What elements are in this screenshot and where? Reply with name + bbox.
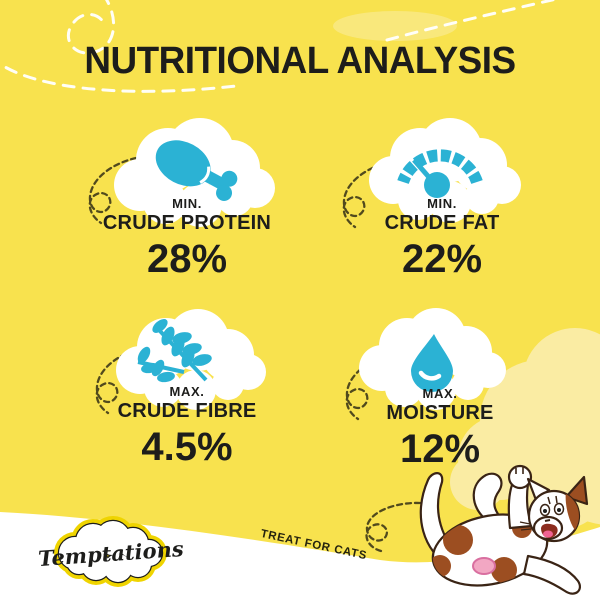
cat-tongue [543, 530, 553, 538]
dark-dashed-swirls [88, 156, 395, 421]
stat-moisture: MAX. MOISTURE 12% [325, 386, 555, 472]
cat-tail [419, 472, 464, 568]
cat-paw-pad [507, 464, 533, 490]
stat-label: CRUDE PROTEIN [102, 211, 272, 234]
stat-value: 28% [146, 236, 228, 281]
stat-crude-fat: MIN. CRUDE FAT 22% [327, 196, 557, 282]
stat-value: 4.5% [141, 424, 233, 469]
stat-label: MOISTURE [386, 401, 494, 424]
page-title: NUTRITIONAL ANALYSIS [84, 40, 516, 82]
cat-belly-pad [472, 557, 496, 575]
cat-whiskers [519, 521, 532, 531]
logo-cloud-fill [59, 521, 162, 582]
stat-crude-fibre: MAX. CRUDE FIBRE 4.5% [72, 384, 302, 470]
cat-dashed-swirl [365, 501, 422, 553]
stat-qualifier: MIN. [172, 196, 202, 211]
cat-hind-leg [472, 472, 505, 522]
brand-logo: Temptations [37, 516, 185, 587]
cat-rear-leg [522, 554, 581, 595]
cat-nose [544, 519, 551, 522]
drumstick-icon [155, 140, 238, 201]
stat-qualifier: MAX. [169, 384, 205, 399]
white-dashed-trail [0, 0, 559, 93]
gauge-icon [396, 148, 484, 198]
water-drop-icon [411, 334, 453, 392]
stat-label: CRUDE FAT [384, 211, 500, 234]
stat-label: CRUDE FIBRE [117, 399, 257, 422]
wheat-sprig-icon [137, 319, 212, 383]
stat-qualifier: MIN. [427, 196, 457, 211]
stat-crude-protein: MIN. CRUDE PROTEIN 28% [72, 196, 302, 282]
cat-illustration [419, 464, 589, 595]
stat-qualifier: MAX. [422, 386, 458, 401]
stat-value: 12% [399, 426, 481, 471]
stat-value: 22% [401, 236, 483, 281]
